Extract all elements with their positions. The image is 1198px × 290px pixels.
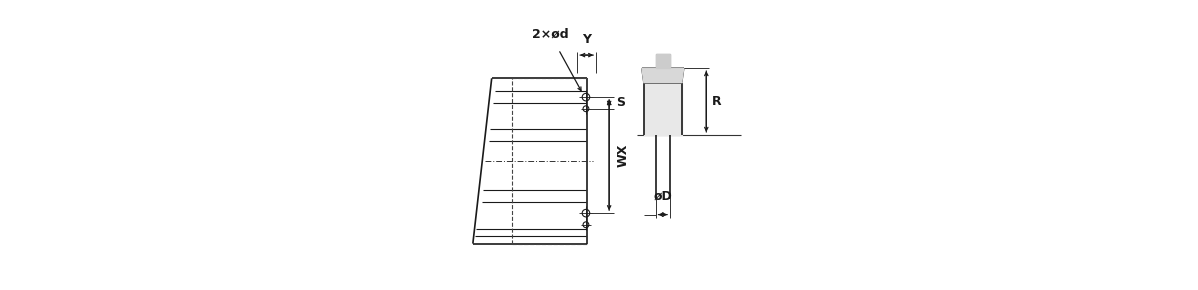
Polygon shape bbox=[642, 68, 684, 83]
Text: 2×ød: 2×ød bbox=[532, 28, 569, 41]
Text: S: S bbox=[617, 97, 625, 109]
Text: øD: øD bbox=[653, 190, 672, 203]
Text: R: R bbox=[712, 95, 721, 108]
Polygon shape bbox=[645, 83, 682, 135]
Text: WX: WX bbox=[617, 144, 629, 167]
Text: Y: Y bbox=[582, 33, 591, 46]
Polygon shape bbox=[655, 54, 670, 68]
